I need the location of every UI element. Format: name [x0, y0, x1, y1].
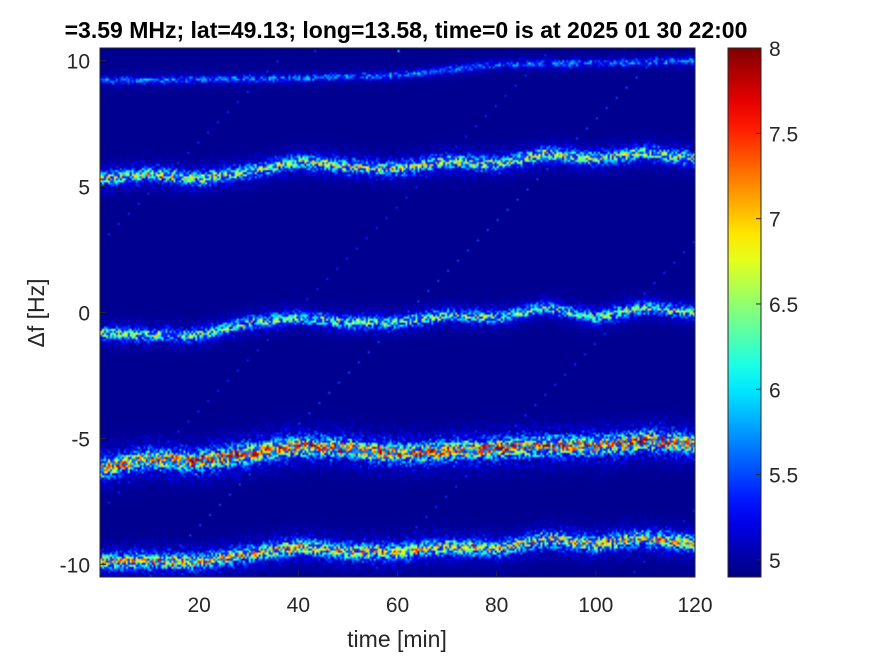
plot-area: [99, 47, 696, 578]
colorbar-tick-label: 5: [769, 550, 781, 573]
x-axis: 20 40 60 80 100 120: [187, 571, 713, 617]
colorbar-tick-label: 7.5: [769, 123, 798, 146]
colorbar-tick-label: 8: [769, 38, 781, 61]
x-tick-label: 20: [187, 594, 210, 617]
x-tick-label: 120: [677, 594, 712, 617]
y-tick-label: -5: [71, 428, 90, 451]
y-tick-label: 0: [78, 303, 90, 326]
x-tick-label: 100: [578, 594, 613, 617]
y-tick-label: 5: [78, 177, 90, 200]
colorbar-frame: [727, 47, 762, 578]
colorbar: 8 7.5 7 6.5 6 5.5 5: [727, 38, 798, 578]
y-tick-label: -10: [60, 554, 90, 577]
x-tick-label: 60: [386, 594, 409, 617]
x-tick-label: 80: [485, 594, 508, 617]
y-axis: 10 5 0 -5 -10: [60, 51, 106, 577]
colorbar-gradient: [728, 48, 761, 577]
chart-title: =3.59 MHz; lat=49.13; long=13.58, time=0…: [65, 17, 748, 43]
x-axis-label: time [min]: [347, 626, 447, 652]
colorbar-tick-label: 6.5: [769, 294, 798, 317]
y-axis-label: Δf [Hz]: [23, 278, 49, 347]
colorbar-ticks: 8 7.5 7 6.5 6 5.5 5: [756, 38, 798, 573]
colorbar-tick-label: 5.5: [769, 465, 798, 488]
x-tick-label: 40: [287, 594, 310, 617]
colorbar-tick-label: 6: [769, 379, 781, 402]
y-tick-label: 10: [67, 51, 90, 74]
heatmap-image: [100, 48, 695, 577]
colorbar-tick-label: 7: [769, 209, 781, 232]
